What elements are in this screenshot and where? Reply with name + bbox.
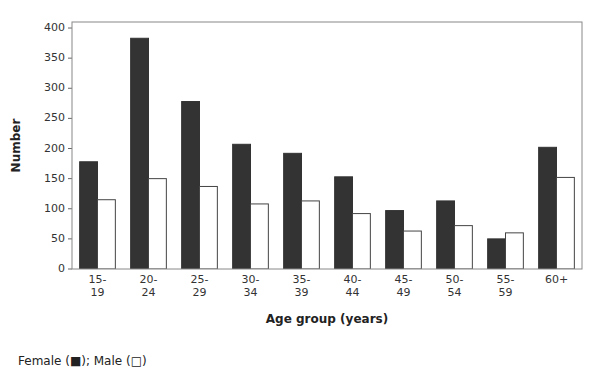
y-tick-label: 100 <box>44 202 65 215</box>
y-tick <box>68 208 72 209</box>
bar <box>488 239 506 269</box>
bar <box>149 179 167 269</box>
x-tick-label-line: 60+ <box>545 273 568 286</box>
bar <box>539 147 557 269</box>
x-tick-label-line: 35- <box>293 273 311 286</box>
y-axis-label: Number <box>9 119 23 173</box>
x-tick-label-line: 34 <box>244 286 258 299</box>
bar <box>182 102 200 269</box>
x-tick-label-line: 25- <box>191 273 209 286</box>
annotation: Female (■); Male (□) <box>18 354 147 368</box>
y-tick <box>68 88 72 89</box>
x-tick-label-line: 15- <box>89 273 107 286</box>
x-tick-label-line: 49 <box>397 286 411 299</box>
bar <box>98 200 116 269</box>
plot-frame <box>72 22 582 269</box>
x-tick-label: 30-34 <box>242 273 260 299</box>
y-tick <box>68 118 72 119</box>
y-axis: 0 50 100 150 200 250 300 350 400 <box>44 21 72 275</box>
bar <box>335 177 353 269</box>
bar <box>284 153 302 269</box>
x-tick-label-line: 45- <box>395 273 413 286</box>
y-tick <box>68 28 72 29</box>
bar <box>131 38 149 269</box>
x-tick-label: 60+ <box>545 273 568 286</box>
x-tick-label-line: 29 <box>193 286 207 299</box>
x-tick-label-line: 59 <box>499 286 513 299</box>
x-tick-label-line: 30- <box>242 273 260 286</box>
y-tick-label: 200 <box>44 142 65 155</box>
bars <box>80 38 575 269</box>
x-tick-label-line: 39 <box>295 286 309 299</box>
x-tick-label-line: 55- <box>497 273 515 286</box>
bar <box>200 186 218 269</box>
y-tick-label: 50 <box>51 232 65 245</box>
bar <box>506 233 524 269</box>
y-tick <box>68 58 72 59</box>
y-tick <box>68 148 72 149</box>
bar <box>353 214 371 269</box>
bar <box>404 231 422 269</box>
x-tick-label: 45-49 <box>395 273 413 299</box>
y-tick <box>68 269 72 270</box>
chart: 0 50 100 150 200 250 300 350 400 15-19 20-24 25-29 3… <box>0 0 600 381</box>
bar <box>455 226 473 269</box>
bar <box>251 204 269 269</box>
x-tick-label: 50-54 <box>446 273 464 299</box>
bar <box>386 211 404 269</box>
y-tick <box>68 178 72 179</box>
x-axis-label: Age group (years) <box>266 312 388 326</box>
y-tick-label: 250 <box>44 111 65 124</box>
y-tick-label: 300 <box>44 81 65 94</box>
x-tick-label-line: 19 <box>91 286 105 299</box>
x-tick-label-line: 40- <box>344 273 362 286</box>
x-tick-label: 40-44 <box>344 273 362 299</box>
x-tick-label-line: 44 <box>346 286 360 299</box>
x-tick-label-line: 20- <box>140 273 158 286</box>
bar <box>437 201 455 269</box>
x-tick-label: 15-19 <box>89 273 107 299</box>
x-tick-label-line: 50- <box>446 273 464 286</box>
bar <box>557 177 575 269</box>
x-tick-label: 35-39 <box>293 273 311 299</box>
x-tick-label: 55-59 <box>497 273 515 299</box>
x-tick-label-line: 24 <box>142 286 156 299</box>
x-tick-label: 20-24 <box>140 273 158 299</box>
bar <box>80 162 98 269</box>
y-tick-label: 400 <box>44 21 65 34</box>
x-axis: 15-19 20-24 25-29 30-34 35-39 40-44 45-49 50-54… <box>89 273 569 299</box>
y-tick-label: 0 <box>58 262 65 275</box>
bar <box>302 201 320 269</box>
x-tick-label: 25-29 <box>191 273 209 299</box>
y-tick <box>68 238 72 239</box>
y-tick-label: 150 <box>44 172 65 185</box>
y-tick-label: 350 <box>44 51 65 64</box>
x-tick-label-line: 54 <box>448 286 462 299</box>
bar <box>233 144 251 269</box>
